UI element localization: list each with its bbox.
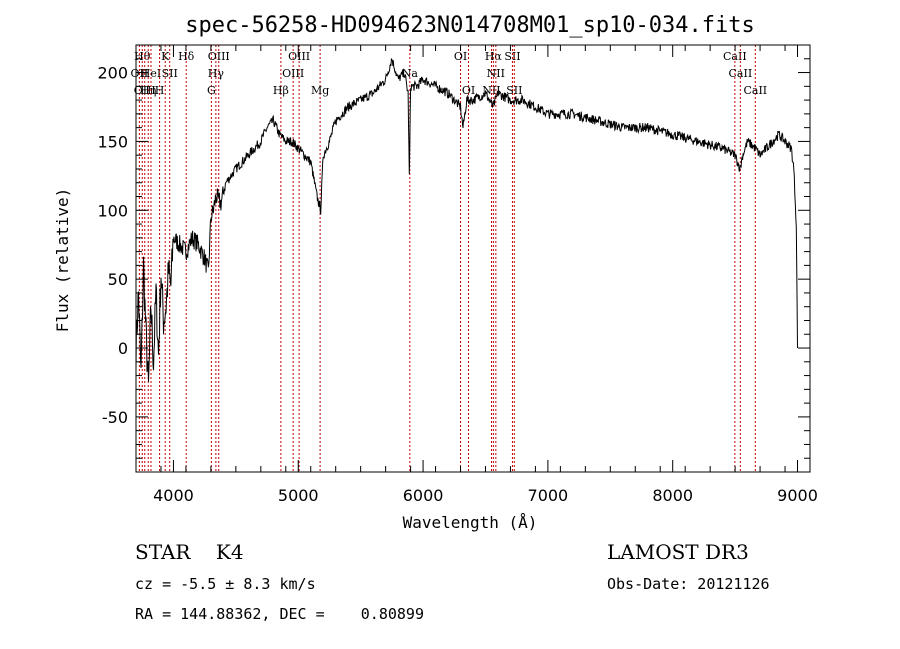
spectrum-line	[135, 57, 798, 382]
axis-ticks: 4000 5000 6000 7000 8000 9000 -50 0 50 100 150 200	[97, 45, 818, 505]
y-tick-label: -50	[102, 408, 128, 427]
y-tick-label: 0	[118, 339, 128, 358]
y-axis-label: Flux (relative)	[53, 188, 72, 333]
plot-frame	[135, 44, 811, 473]
x-tick-label: 7000	[528, 486, 569, 505]
line-marker-label: OI	[462, 84, 475, 97]
x-axis-label: Wavelength (Å)	[403, 513, 538, 532]
object-class: STAR K4	[135, 540, 244, 564]
line-marker-label: OIII	[282, 67, 304, 80]
line-marker-label: SII	[504, 50, 520, 63]
line-marker-label: Hδ	[178, 50, 195, 63]
line-marker-label: OIII	[208, 50, 230, 63]
line-marker-label: Hα	[485, 50, 503, 63]
line-marker-label: OIII	[134, 84, 156, 97]
line-marker-label: Hβ	[273, 84, 289, 97]
line-marker-label: CaII	[743, 84, 767, 97]
x-tick-label: 5000	[278, 486, 319, 505]
line-marker-label: Hη	[140, 84, 156, 97]
line-marker-label: Hγ	[208, 67, 225, 80]
line-marker-label: H	[155, 84, 165, 97]
emission-line-markers: OIIHθOIIIHηHeIHKSIIHδGHγOIIIHβOIIIOIIIMg…	[131, 45, 767, 472]
redshift-velocity: cz = -5.5 ± 8.3 km/s	[135, 575, 316, 593]
line-marker-label: OIII	[288, 50, 310, 63]
line-marker-label: SII	[506, 84, 522, 97]
observation-date: Obs-Date: 20121126	[607, 575, 770, 593]
survey-name: LAMOST DR3	[607, 540, 749, 564]
x-tick-label: 8000	[652, 486, 693, 505]
line-marker-label: Hθ	[134, 50, 151, 63]
line-marker-label: OII	[131, 67, 149, 80]
x-tick-label: 9000	[777, 486, 818, 505]
line-marker-label: Mg	[311, 84, 329, 97]
spectrum-series	[135, 57, 798, 382]
line-marker-label: HeI	[141, 67, 161, 80]
y-tick-label: 100	[97, 201, 128, 220]
line-marker-label: G	[207, 84, 216, 97]
line-marker-label: OI	[454, 50, 467, 63]
line-marker-label: K	[161, 50, 170, 63]
y-tick-label: 200	[97, 64, 128, 83]
coordinates: RA = 144.88362, DEC = 0.80899	[135, 605, 424, 623]
y-tick-label: 50	[108, 270, 128, 289]
x-tick-label: 6000	[403, 486, 444, 505]
x-tick-label: 4000	[153, 486, 194, 505]
y-tick-label: 150	[97, 132, 128, 151]
line-marker-label: NII	[487, 67, 505, 80]
line-marker-label: Na	[402, 67, 419, 80]
chart-title: spec-56258-HD094623N014708M01_sp10-034.f…	[185, 13, 755, 38]
line-marker-label: CaII	[729, 67, 753, 80]
line-marker-label: CaII	[723, 50, 747, 63]
line-marker-label: SII	[162, 67, 178, 80]
